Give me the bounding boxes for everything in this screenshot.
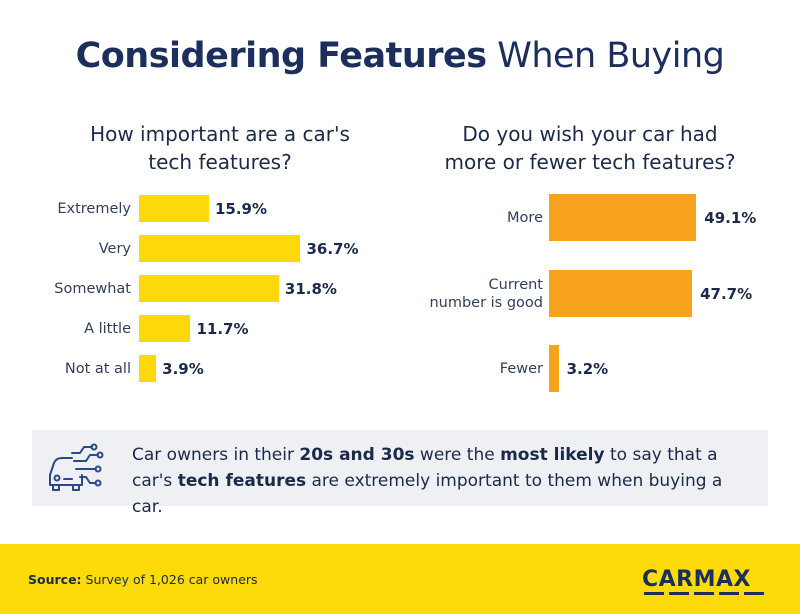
category-label: More [400, 209, 543, 227]
category-label: Current number is good [400, 276, 543, 312]
value-label: 3.9% [162, 359, 204, 378]
source-label: Source: [28, 572, 82, 587]
category-label: Somewhat [54, 280, 131, 297]
bar [139, 315, 191, 342]
chart1-title-line: tech features? [148, 150, 292, 174]
chart2-title-line: more or fewer tech features? [444, 150, 736, 174]
callout-emphasis: 20s and 30s [299, 445, 415, 465]
page-title: Considering Features When Buying [0, 36, 800, 76]
category-label: A little [84, 320, 131, 337]
bar [139, 195, 209, 222]
source-note: Source: Survey of 1,026 car owners [28, 572, 258, 587]
logo-text: CARMAX [642, 567, 751, 592]
chart2-title-line: Do you wish your car had [462, 122, 718, 146]
category-label: Fewer [400, 360, 543, 378]
category-label-line: Current [488, 276, 543, 293]
category-label-line: Fewer [499, 360, 543, 377]
chart2-title: Do you wish your car had more or fewer t… [410, 120, 770, 176]
callout-segment: were the [414, 445, 501, 465]
insight-callout: Car owners in their 20s and 30s were the… [32, 430, 768, 517]
value-label: 36.7% [306, 239, 359, 258]
category-label: Not at all [64, 360, 131, 377]
bar [139, 355, 157, 382]
title-bold: Considering Features [75, 36, 488, 76]
callout-emphasis: tech features [177, 471, 307, 491]
bar [549, 345, 559, 392]
value-label: 31.8% [284, 279, 337, 298]
bar [549, 270, 693, 317]
carmax-logo: CARMAX [642, 567, 764, 595]
chart1-title-line: How important are a car's [90, 122, 350, 146]
callout-emphasis: most likely [500, 445, 605, 465]
bar [549, 194, 697, 241]
car-tech-icon [49, 443, 104, 491]
callout-segment: to say that a car's [132, 445, 718, 491]
bar [139, 235, 301, 262]
value-label: 11.7% [196, 319, 249, 338]
chart1-title: How important are a car's tech features? [40, 120, 400, 176]
category-label: Very [98, 240, 131, 257]
title-regular: When Buying [497, 36, 725, 76]
callout-text: Car owners in their 20s and 30s were the… [132, 442, 752, 520]
bar [139, 275, 279, 302]
callout-segment: are extremely important to them when buy… [132, 471, 723, 517]
value-label: 49.1% [704, 208, 757, 227]
category-label-line: More [507, 209, 543, 226]
value-label: 47.7% [700, 284, 753, 303]
category-label: Extremely [57, 200, 131, 217]
callout-segment: Car owners in their [132, 445, 300, 465]
footer-band: Source: Survey of 1,026 car owners CARMA… [0, 544, 800, 614]
source-text: Survey of 1,026 car owners [81, 572, 258, 587]
value-label: 3.2% [566, 359, 609, 378]
category-label-line: number is good [429, 294, 543, 311]
value-label: 15.9% [214, 199, 267, 218]
